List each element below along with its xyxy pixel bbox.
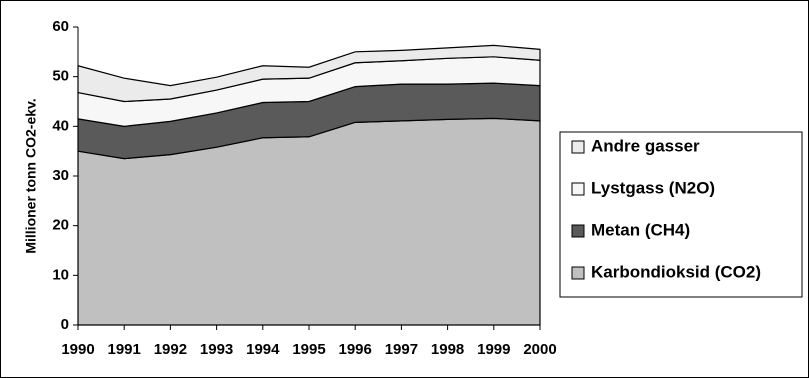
legend-swatch (571, 224, 585, 238)
y-tick-label: 50 (52, 68, 69, 85)
x-tick-label: 1992 (154, 341, 187, 358)
x-tick-label: 1993 (200, 341, 233, 358)
y-tick-label: 60 (52, 18, 69, 35)
legend-label: Karbondioksid (CO2) (591, 262, 761, 281)
y-axis-label: Millioner tonn CO2-ekv. (23, 98, 39, 253)
x-tick-label: 2000 (523, 341, 556, 358)
x-tick-label: 1994 (246, 341, 280, 358)
legend-swatch (571, 182, 585, 196)
y-tick-label: 10 (52, 266, 69, 283)
y-tick-label: 40 (52, 117, 69, 134)
x-tick-label: 1995 (292, 341, 325, 358)
legend-label: Lystgass (N2O) (591, 178, 715, 197)
legend-box (559, 131, 803, 298)
legend-label: Metan (CH4) (591, 220, 690, 239)
x-tick-label: 1998 (431, 341, 464, 358)
x-tick-label: 1991 (108, 341, 141, 358)
y-tick-label: 20 (52, 217, 69, 234)
y-tick-label: 30 (52, 167, 69, 184)
area (77, 44, 541, 103)
legend-swatch (571, 266, 585, 280)
legend-label: Andre gasser (591, 136, 700, 155)
y-tick-label: 0 (61, 316, 69, 333)
x-tick-label: 1999 (477, 341, 510, 358)
x-tick-label: 1990 (61, 341, 94, 358)
x-tick-label: 1997 (385, 341, 418, 358)
legend-swatch (571, 140, 585, 154)
x-tick-label: 1996 (339, 341, 372, 358)
